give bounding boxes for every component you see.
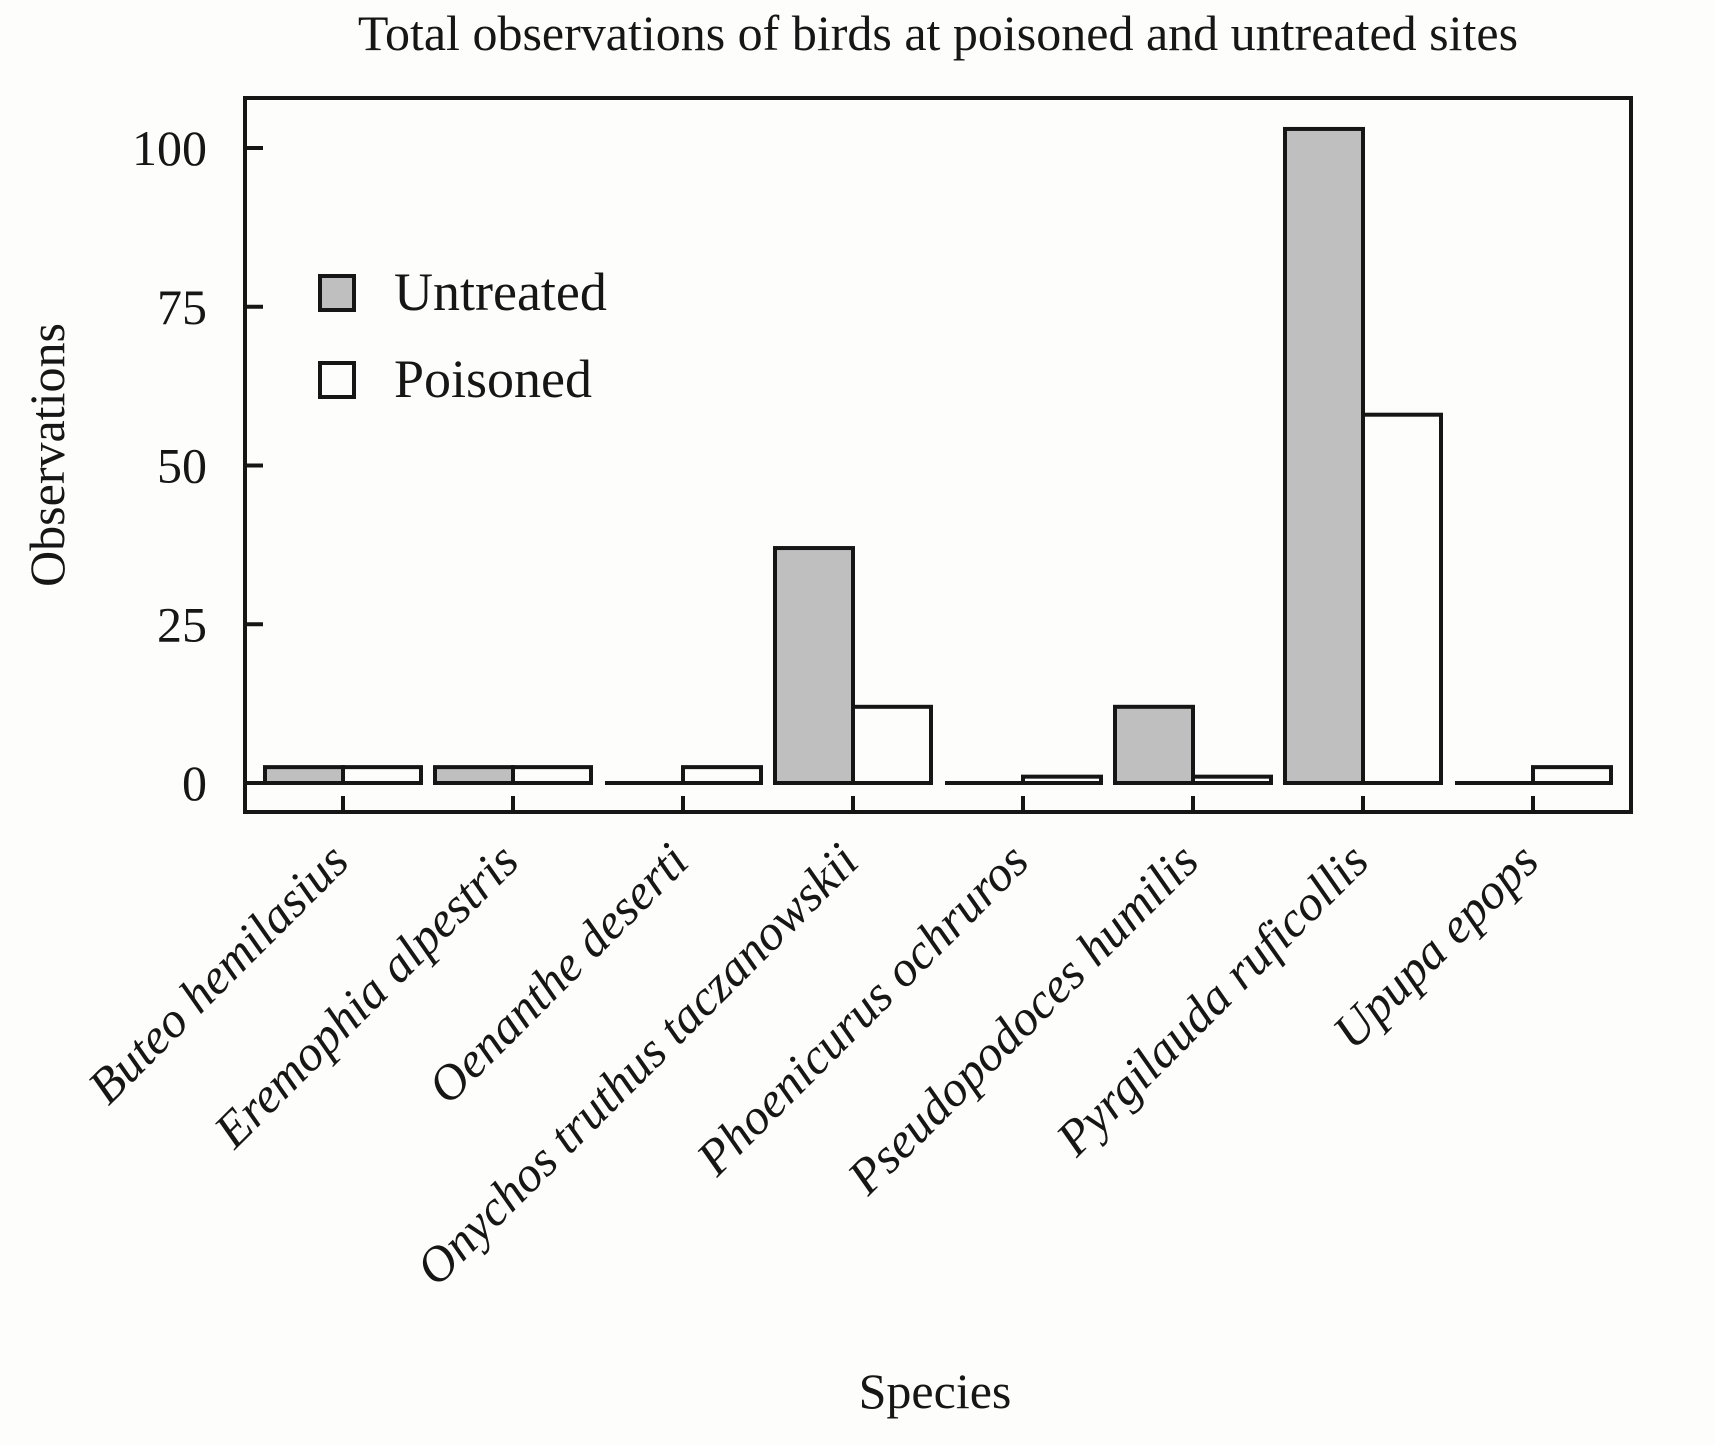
bar-untreated bbox=[1113, 704, 1195, 785]
legend-swatch-untreated bbox=[318, 274, 356, 312]
y-tick-label: 50 bbox=[157, 438, 207, 494]
x-tick-label: Eremophia alpestris bbox=[202, 832, 529, 1159]
x-axis-label: Species bbox=[859, 1363, 1012, 1419]
y-tick-label: 100 bbox=[132, 120, 207, 176]
bar-poisoned bbox=[1531, 765, 1613, 785]
bar-poisoned bbox=[1361, 412, 1443, 785]
x-tick-label: Phoenicurus ochruros bbox=[685, 832, 1039, 1186]
y-tick-label: 25 bbox=[157, 596, 207, 652]
bar-poisoned bbox=[341, 765, 423, 785]
legend-label-poisoned: Poisoned bbox=[394, 349, 592, 409]
bar-untreated bbox=[1283, 126, 1365, 785]
bar-poisoned bbox=[511, 765, 593, 785]
legend: Untreated Poisoned bbox=[318, 262, 607, 409]
bar-poisoned bbox=[1021, 774, 1103, 786]
bar-untreated bbox=[773, 546, 855, 785]
y-tick-label: 0 bbox=[182, 755, 207, 811]
bar-untreated bbox=[263, 765, 345, 785]
x-tick-label: Pyrgilauda ruficollis bbox=[1044, 832, 1379, 1167]
bar-untreated bbox=[433, 765, 515, 785]
legend-swatch-poisoned bbox=[318, 361, 356, 399]
y-axis-label: Observations bbox=[19, 323, 75, 587]
plot-frame bbox=[243, 96, 1633, 814]
y-tick-label: 75 bbox=[157, 279, 207, 335]
bar-poisoned bbox=[1191, 774, 1273, 786]
legend-label-untreated: Untreated bbox=[394, 262, 607, 322]
bar-poisoned bbox=[851, 704, 933, 785]
bars-group bbox=[263, 126, 1613, 786]
chart-title: Total observations of birds at poisoned … bbox=[358, 5, 1518, 61]
bar-poisoned bbox=[681, 765, 763, 785]
